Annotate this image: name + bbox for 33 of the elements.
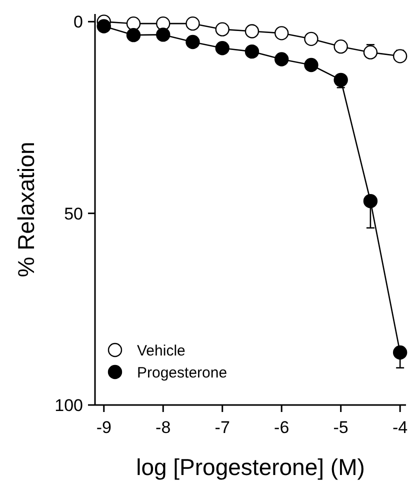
point xyxy=(334,72,348,88)
x-tick-label: -6 xyxy=(274,418,290,437)
point xyxy=(304,32,318,46)
x-tick-label: -9 xyxy=(96,418,112,437)
point xyxy=(186,16,200,31)
point xyxy=(96,19,111,34)
point xyxy=(363,45,378,60)
legend-label: Vehicle xyxy=(137,342,186,360)
point xyxy=(126,28,141,42)
x-tick-label: -4 xyxy=(392,418,408,437)
y-axis-title: % Relaxation xyxy=(13,142,39,278)
point xyxy=(334,39,348,54)
y-tick-label: 50 xyxy=(64,204,83,224)
y-tick-label: 0 xyxy=(74,12,83,32)
point xyxy=(244,44,260,59)
point xyxy=(392,49,408,64)
point xyxy=(274,26,289,40)
x-axis-title: log [Progesterone] (M) xyxy=(136,454,365,480)
point xyxy=(274,52,289,66)
y-tick-label: 100 xyxy=(54,396,83,415)
point xyxy=(186,34,200,50)
point xyxy=(156,28,170,42)
point xyxy=(126,16,141,31)
x-tick-label: -7 xyxy=(214,418,230,437)
x-tick-label: -5 xyxy=(333,418,348,437)
x-tick-label: -8 xyxy=(156,418,171,437)
point xyxy=(215,41,230,56)
point xyxy=(363,194,378,208)
point xyxy=(244,24,260,38)
legend-label: Progesterone xyxy=(137,364,228,382)
point xyxy=(304,58,318,72)
point xyxy=(215,22,230,36)
point xyxy=(392,345,408,360)
